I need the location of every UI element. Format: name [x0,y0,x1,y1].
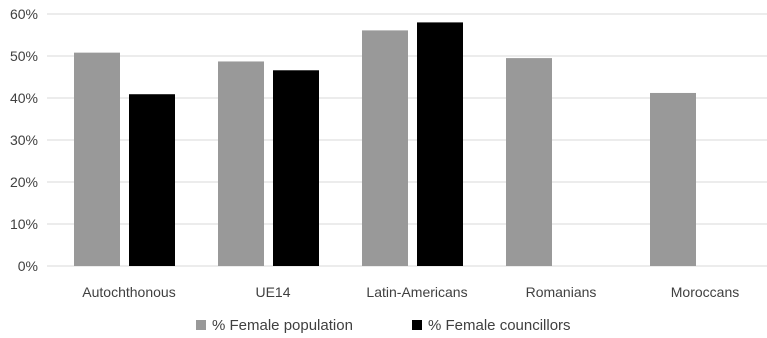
y-tick-label: 10% [10,216,38,232]
y-tick-label: 50% [10,48,38,64]
y-tick-label: 60% [10,6,38,22]
bar-female-councillors [273,70,319,266]
legend-label: % Female councillors [428,317,571,334]
y-tick-label: 30% [10,132,38,148]
bar-female-councillors [417,22,463,267]
bar-female-population [506,58,552,266]
bar-female-councillors [129,94,175,266]
legend-swatch [196,320,206,330]
bar-female-population [650,92,696,267]
bar-female-population [218,61,264,267]
y-tick-label: 0% [18,258,38,274]
x-tick-label: Romanians [526,284,597,300]
x-tick-label: Moroccans [671,284,739,300]
x-tick-label: Latin-Americans [366,284,467,300]
bar-female-population [362,30,408,266]
legend-swatch [412,320,422,330]
x-tick-label: UE14 [255,284,290,300]
bar-female-population [74,52,120,266]
legend-label: % Female population [212,317,353,334]
bars [74,22,696,267]
y-tick-label: 40% [10,90,38,106]
y-tick-label: 20% [10,174,38,190]
x-axis-ticks: Autochthonous UE14 Latin-Americans Romanian… [82,284,739,300]
x-tick-label: Autochthonous [82,284,175,300]
legend: % Female population % Female councillors [196,317,571,334]
y-axis-ticks: 0% 10% 20% 30% 40% 50% 60% [10,6,38,274]
